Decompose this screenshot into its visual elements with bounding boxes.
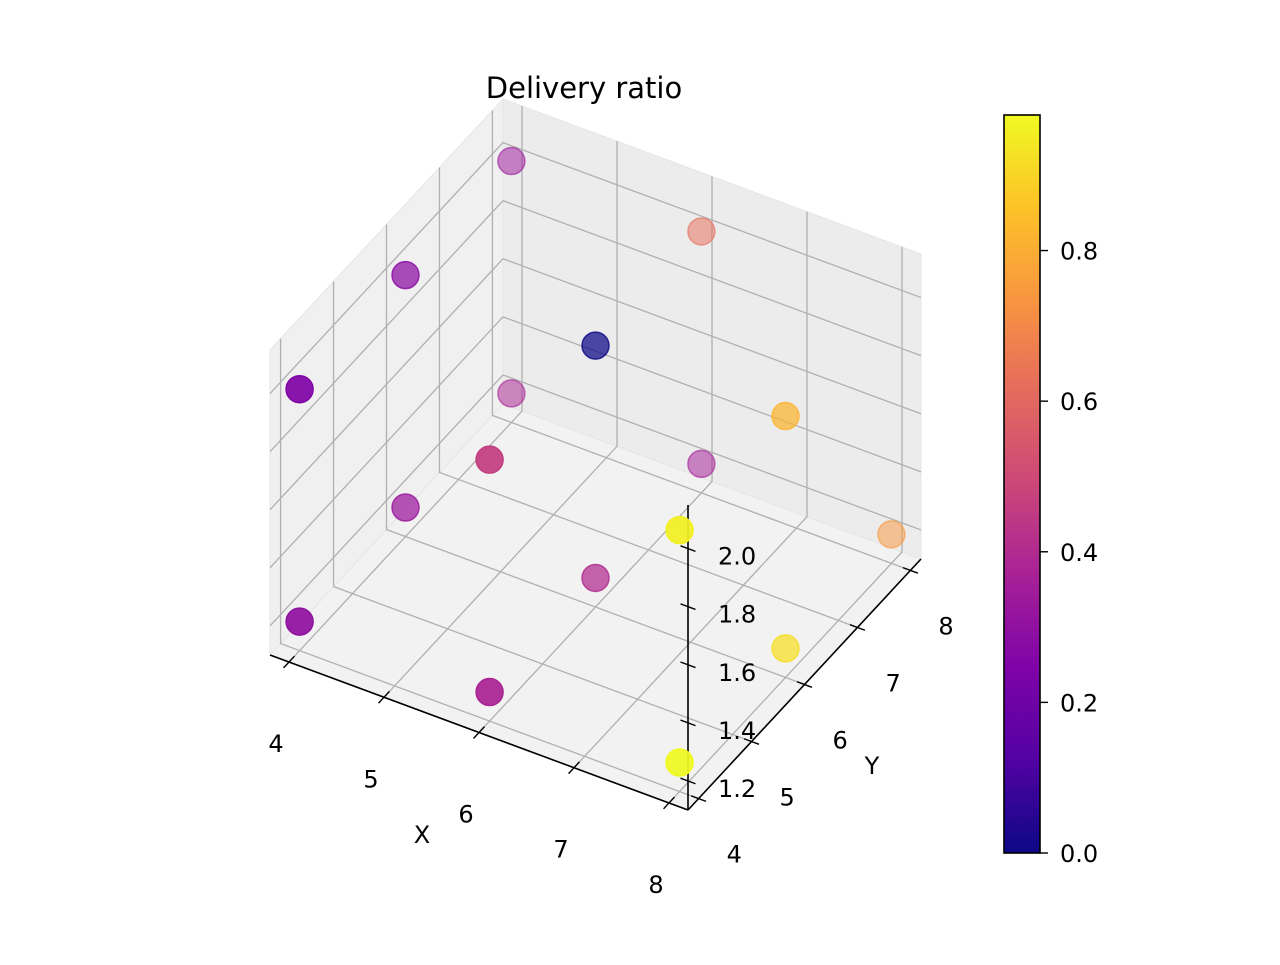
colorbar-gradient bbox=[1003, 114, 1041, 854]
grid-lines bbox=[269, 106, 922, 804]
z-tick bbox=[680, 719, 696, 727]
x-axis-label: X bbox=[414, 821, 430, 849]
z-tick bbox=[680, 603, 696, 611]
z-tick-label: 1.8 bbox=[718, 601, 756, 629]
z-grid-line bbox=[269, 199, 922, 453]
z-grid-line bbox=[269, 374, 922, 627]
data-point bbox=[497, 146, 526, 176]
data-point bbox=[771, 634, 800, 663]
z-tick bbox=[680, 545, 696, 553]
y-tick bbox=[902, 566, 919, 574]
data-point bbox=[475, 677, 504, 707]
colorbar-tick-label: 0.4 bbox=[1060, 539, 1098, 567]
colorbar-tick-label: 0.6 bbox=[1060, 388, 1098, 416]
data-point bbox=[475, 445, 504, 474]
x-tick-label: 8 bbox=[648, 871, 663, 899]
data-point bbox=[581, 563, 610, 593]
tick-labels: 4 5 6 7 8 4 5 6 7 8 1.2 1.4 1.6 1.8 2.0 bbox=[268, 543, 953, 899]
data-point bbox=[665, 748, 694, 777]
x-tick-label: 4 bbox=[268, 730, 283, 758]
data-point bbox=[877, 520, 906, 549]
y-tick-label: 6 bbox=[833, 727, 848, 755]
z-tick bbox=[680, 661, 696, 669]
z-tick-label: 1.2 bbox=[718, 775, 756, 803]
x-tick-label: 7 bbox=[553, 836, 568, 864]
data-point bbox=[665, 515, 694, 545]
axis-lines bbox=[269, 505, 922, 811]
z-tick bbox=[680, 777, 696, 785]
x-tick bbox=[473, 726, 485, 739]
z-grid-line bbox=[269, 141, 922, 395]
y-tick-label: 4 bbox=[727, 841, 742, 869]
data-point bbox=[391, 260, 420, 290]
colorbar: 0.0 0.2 0.4 0.6 0.8 bbox=[1003, 114, 1098, 868]
y-tick bbox=[796, 681, 813, 688]
data-point bbox=[581, 331, 610, 360]
data-point bbox=[771, 401, 800, 431]
colorbar-tick-label: 0.0 bbox=[1060, 840, 1098, 868]
y-tick-label: 7 bbox=[885, 669, 900, 697]
data-points bbox=[285, 146, 906, 777]
z-tick-label: 1.6 bbox=[718, 659, 756, 687]
x-tick-label: 6 bbox=[458, 801, 473, 829]
data-point bbox=[391, 493, 420, 522]
z-grid-line bbox=[269, 258, 922, 511]
y-tick bbox=[690, 795, 707, 803]
y-tick bbox=[743, 738, 760, 745]
data-point bbox=[687, 217, 716, 246]
z-tick-label: 1.4 bbox=[718, 717, 756, 745]
x-tick bbox=[663, 796, 675, 810]
y-tick-label: 8 bbox=[938, 612, 953, 640]
x-tick bbox=[568, 761, 580, 775]
data-point bbox=[497, 379, 526, 408]
y-tick bbox=[849, 624, 866, 631]
x-tick bbox=[378, 690, 390, 704]
y-tick-label: 5 bbox=[780, 784, 795, 812]
x-tick-label: 5 bbox=[363, 765, 378, 793]
data-point bbox=[285, 607, 314, 636]
data-point bbox=[687, 449, 716, 479]
colorbar-tick-label: 0.2 bbox=[1060, 689, 1098, 717]
x-tick bbox=[283, 655, 295, 669]
z-tick-label: 2.0 bbox=[718, 543, 756, 571]
axis-panes bbox=[269, 97, 922, 811]
colorbar-tick-label: 0.8 bbox=[1060, 238, 1098, 266]
data-point bbox=[285, 374, 314, 404]
y-axis-label: Y bbox=[864, 752, 880, 780]
chart-title: Delivery ratio bbox=[486, 71, 682, 105]
